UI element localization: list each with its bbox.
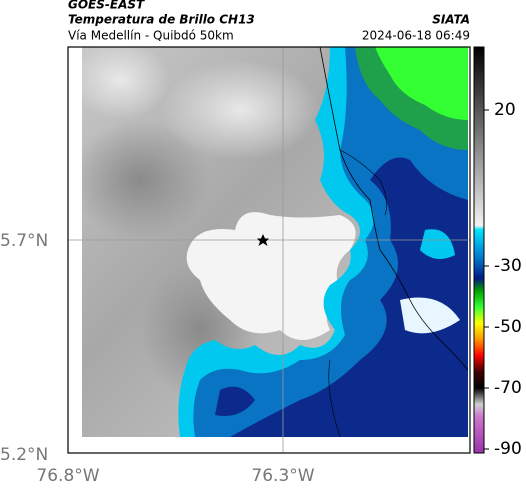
- lat-label: 5.2°N: [0, 445, 48, 465]
- map-frame: [67, 46, 471, 454]
- lat-label: 5.7°N: [0, 231, 48, 251]
- agency-name: SIATA: [432, 13, 470, 27]
- lon-label: 76.8°W: [36, 466, 99, 486]
- route-name: Vía Medellín - Quibdó 50km: [68, 29, 234, 43]
- satellite-image: [82, 47, 468, 437]
- timestamp: 2024-06-18 06:49: [362, 29, 470, 43]
- location-star: [257, 234, 269, 246]
- lon-label: 76.3°W: [251, 466, 314, 486]
- colorbar: [473, 46, 485, 454]
- colorbar-tick-label: -30: [494, 256, 522, 276]
- colorbar-tick-label: 20: [494, 100, 516, 120]
- colorbar-tick-label: -90: [494, 439, 522, 459]
- colorbar-tick-label: -70: [494, 378, 522, 398]
- colorbar-tick-label: -50: [494, 317, 522, 337]
- product-name: Temperatura de Brillo CH13: [68, 13, 255, 27]
- satellite-name: GOES-EAST: [68, 0, 145, 12]
